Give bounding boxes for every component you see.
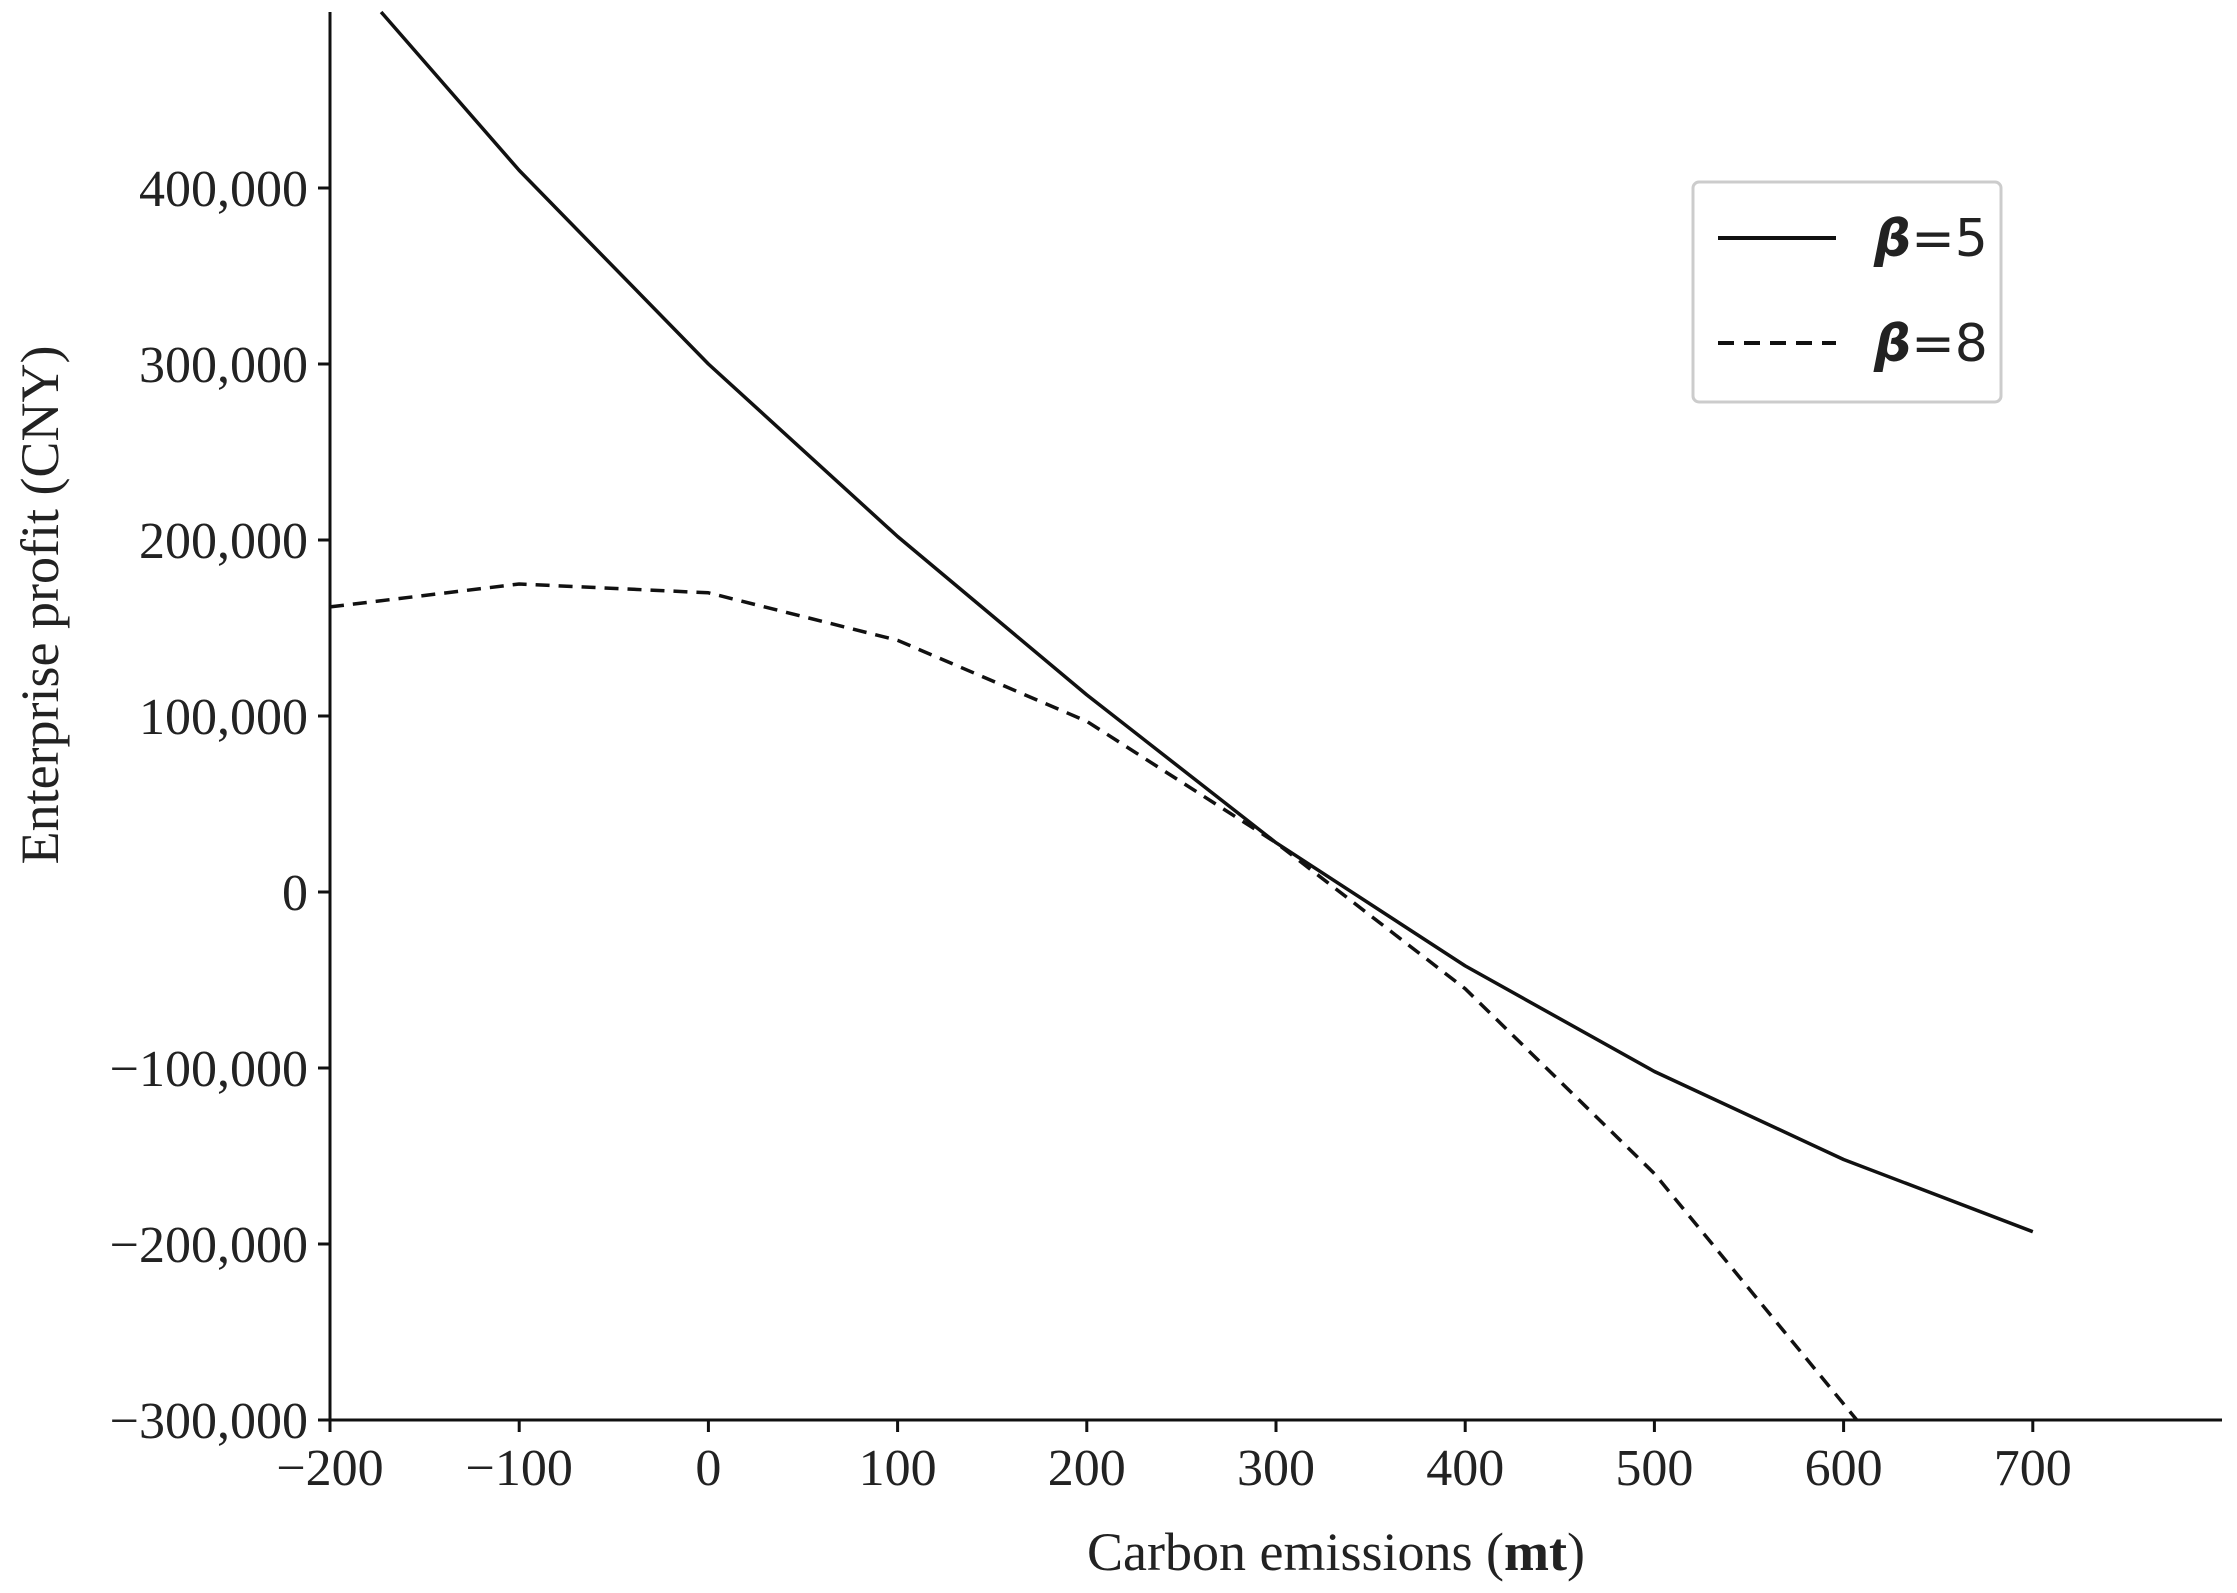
x-tick-label: 200 (1048, 1440, 1126, 1497)
y-tick-label: −100,000 (110, 1041, 308, 1098)
legend-name-series-1: =5 (1911, 209, 1988, 269)
x-axis-title-unit: mt (1504, 1522, 1567, 1582)
y-tick-label: 300,000 (139, 337, 308, 394)
x-tick-label: 100 (859, 1440, 937, 1497)
x-axis-title-unit-open: ( (1486, 1522, 1504, 1582)
y-axis-ticks: −300,000 −200,000 −100,000 0 100,000 200,000 3… (110, 161, 330, 1450)
legend-label-series-1: β=5 (1873, 209, 1988, 269)
x-axis-title-text: Carbon emissions (1087, 1522, 1473, 1582)
y-tick-label: 400,000 (139, 161, 308, 218)
legend: β=5 β=8 (1691, 180, 2003, 404)
x-tick-label: 500 (1615, 1440, 1693, 1497)
x-tick-label: −200 (276, 1440, 383, 1497)
x-tick-label: 300 (1237, 1440, 1315, 1497)
series-line-1 (379, 10, 2034, 1234)
series-line-2 (329, 582, 1859, 1422)
x-tick-label: 700 (1994, 1440, 2072, 1497)
x-tick-label: −100 (466, 1440, 573, 1497)
y-tick-label: 0 (282, 865, 308, 922)
legend-name-series-2: =8 (1911, 314, 1988, 374)
series-layer (329, 10, 2034, 1422)
x-tick-label: 600 (1805, 1440, 1883, 1497)
legend-symbol-series-2: β (1873, 314, 1911, 374)
y-tick-label: 200,000 (139, 513, 308, 570)
x-tick-label: 400 (1426, 1440, 1504, 1497)
legend-label-series-2: β=8 (1873, 314, 1988, 374)
y-tick-label: 100,000 (139, 689, 308, 746)
x-axis-ticks: −200 −100 0 100 200 300 400 500 600 700 (276, 1420, 2072, 1497)
x-axis-title-unit-close: ) (1567, 1522, 1585, 1582)
y-tick-label: −300,000 (110, 1393, 308, 1450)
x-axis-title: Carbon emissions (mt) (1087, 1522, 1585, 1582)
legend-symbol-series-1: β (1873, 209, 1911, 269)
y-axis-title: Enterprise profit (CNY) (10, 346, 70, 865)
y-tick-label: −200,000 (110, 1217, 308, 1274)
x-tick-label: 0 (695, 1440, 721, 1497)
